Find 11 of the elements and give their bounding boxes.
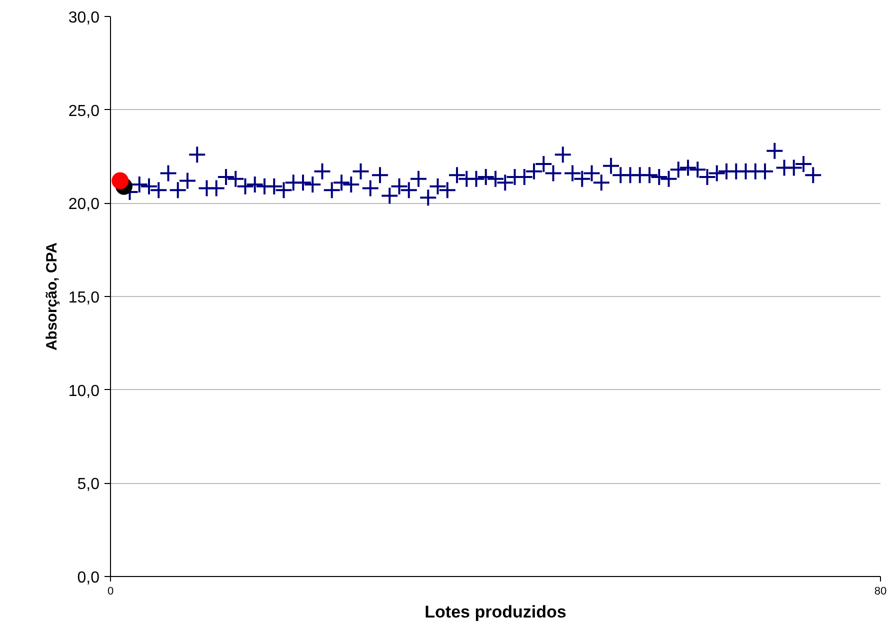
- x-tick-label: 0: [107, 586, 114, 598]
- x-axis-title: Lotes produzidos: [424, 602, 566, 622]
- y-tick-label: 5,0: [77, 476, 100, 494]
- y-tick-label: 25,0: [68, 102, 100, 120]
- y-tick-label: 0,0: [77, 570, 100, 586]
- y-tick-label: 10,0: [68, 382, 100, 400]
- y-tick-label: 30,0: [68, 10, 100, 26]
- y-axis-title: Absorção, CPA: [43, 242, 60, 351]
- y-tick-label: 20,0: [68, 196, 100, 214]
- y-tick-label: 15,0: [68, 290, 100, 306]
- x-tick-label: 80: [874, 586, 887, 598]
